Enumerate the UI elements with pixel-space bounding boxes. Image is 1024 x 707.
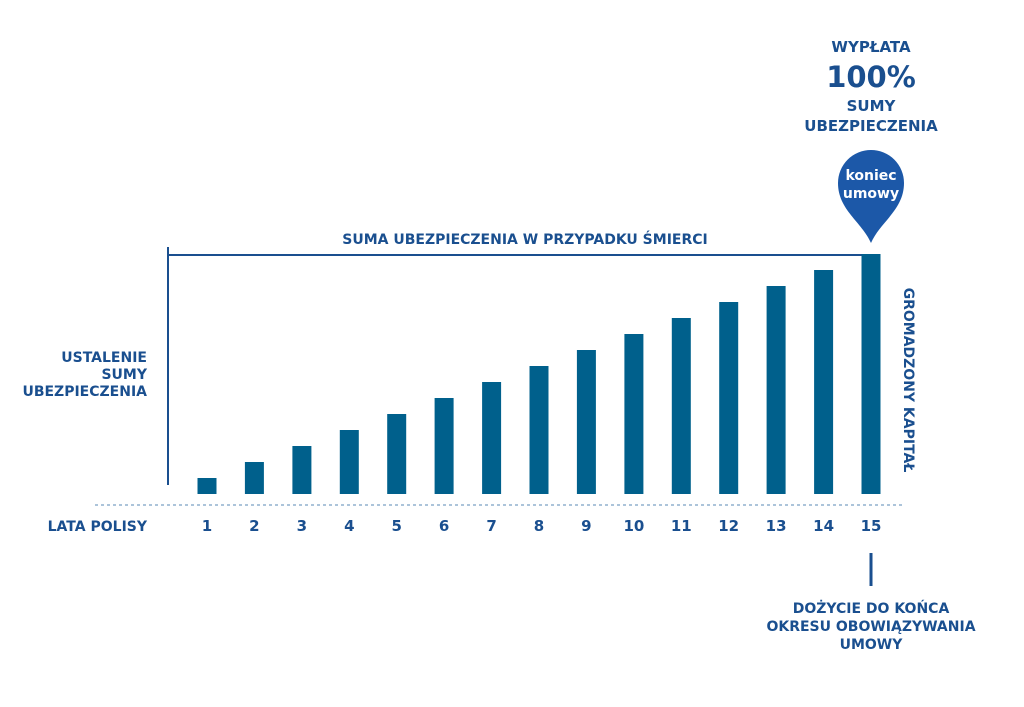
tick-label-12: 12 [718, 517, 739, 535]
payout-line1: WYPŁATA [831, 38, 911, 56]
tick-labels-group: 1 2 3 4 5 6 7 8 9 10 11 12 13 14 15 [202, 517, 882, 535]
pin-label-line1: koniec [845, 168, 896, 184]
bar-year-6 [434, 398, 454, 494]
bar-year-11 [671, 318, 691, 494]
tick-label-14: 14 [813, 517, 834, 535]
bar-year-2 [244, 462, 264, 494]
bar-year-14 [814, 270, 834, 494]
bar-year-15 [861, 254, 881, 494]
bottom-note-line2: OKRESU OBOWIĄZYWANIA [766, 619, 975, 635]
bottom-note: DOŻYCIE DO KOŃCA OKRESU OBOWIĄZYWANIA UM… [766, 599, 975, 653]
x-axis-label: LATA POLISY [48, 519, 148, 535]
left-label-line3: UBEZPIECZENIA [22, 384, 147, 400]
tick-label-1: 1 [202, 517, 212, 535]
payout-line2: SUMY [847, 97, 897, 115]
left-label-line1: USTALENIE [61, 350, 147, 366]
pin-icon [838, 150, 904, 243]
bar-year-10 [624, 334, 644, 494]
bar-year-7 [482, 382, 502, 494]
tick-label-7: 7 [486, 517, 496, 535]
bar-year-1 [197, 478, 217, 494]
bar-year-5 [387, 414, 407, 494]
tick-label-11: 11 [671, 517, 692, 535]
bar-year-8 [529, 366, 549, 494]
bar-year-12 [719, 302, 739, 494]
tick-label-15: 15 [861, 517, 882, 535]
left-label-line2: SUMY [101, 367, 147, 383]
bar-year-13 [766, 286, 786, 494]
payout-percent: 100% [826, 60, 916, 94]
payout-line3: UBEZPIECZENIA [804, 117, 938, 135]
tick-label-9: 9 [581, 517, 591, 535]
right-vertical-label: GROMADZONY KAPITAŁ [900, 288, 916, 473]
pin-label-line2: umowy [843, 186, 899, 202]
tick-label-2: 2 [249, 517, 259, 535]
bar-year-4 [339, 430, 359, 494]
tick-label-6: 6 [439, 517, 449, 535]
tick-label-8: 8 [534, 517, 544, 535]
death-sum-label: SUMA UBEZPIECZENIA W PRZYPADKU ŚMIERCI [342, 230, 707, 248]
bar-year-3 [292, 446, 312, 494]
tick-label-5: 5 [391, 517, 401, 535]
tick-label-10: 10 [623, 517, 644, 535]
tick-label-13: 13 [766, 517, 787, 535]
bar-year-9 [576, 350, 596, 494]
bottom-note-line3: UMOWY [840, 637, 904, 653]
tick-label-4: 4 [344, 517, 354, 535]
bottom-note-line1: DOŻYCIE DO KOŃCA [793, 599, 950, 617]
tick-label-3: 3 [297, 517, 307, 535]
end-of-contract-pin: koniec umowy [838, 150, 904, 243]
bars-group [197, 254, 881, 494]
left-label: USTALENIE SUMY UBEZPIECZENIA [22, 350, 147, 400]
payout-annotation: WYPŁATA 100% SUMY UBEZPIECZENIA [804, 38, 938, 135]
